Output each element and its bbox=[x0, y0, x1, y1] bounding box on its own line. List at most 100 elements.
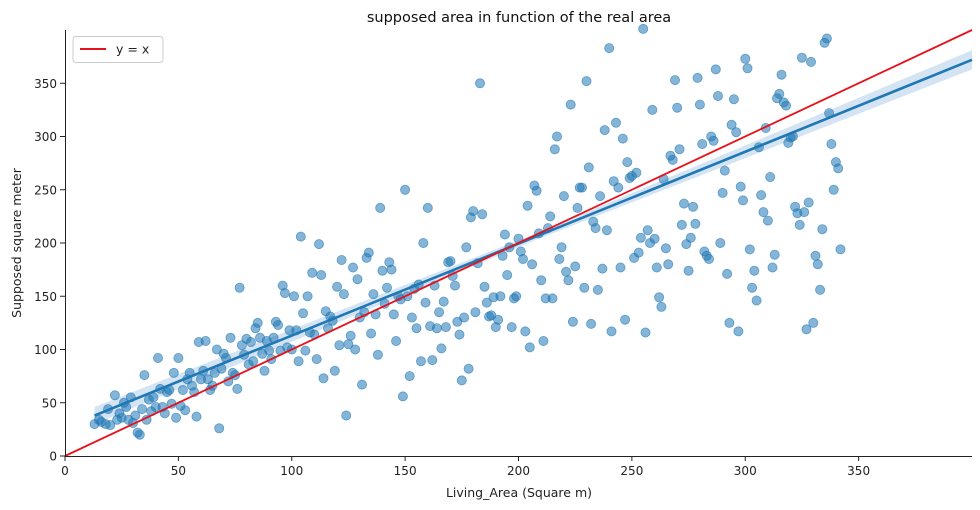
data-point bbox=[474, 78, 485, 89]
data-point bbox=[137, 404, 148, 415]
data-point bbox=[826, 138, 837, 149]
x-tick-label: 50 bbox=[171, 464, 186, 478]
data-point bbox=[468, 206, 479, 217]
data-point bbox=[663, 259, 674, 270]
data-point bbox=[726, 119, 737, 130]
data-point bbox=[640, 327, 651, 338]
data-point bbox=[697, 138, 708, 149]
y-tick-label: 250 bbox=[34, 183, 57, 197]
data-point bbox=[688, 201, 699, 212]
data-point bbox=[817, 224, 828, 235]
data-point bbox=[273, 319, 284, 330]
data-point bbox=[776, 69, 787, 80]
data-point bbox=[415, 356, 426, 367]
data-point bbox=[806, 56, 817, 67]
data-point bbox=[372, 349, 383, 360]
data-point bbox=[631, 167, 642, 178]
data-point bbox=[654, 292, 665, 303]
data-point bbox=[334, 340, 345, 351]
data-point bbox=[454, 329, 465, 340]
data-point bbox=[252, 317, 263, 328]
data-point bbox=[479, 281, 490, 292]
data-point bbox=[554, 253, 565, 264]
data-point bbox=[495, 291, 506, 302]
data-point bbox=[570, 261, 581, 272]
data-point bbox=[456, 375, 467, 386]
data-point bbox=[232, 383, 243, 394]
data-point bbox=[375, 202, 386, 213]
data-point bbox=[690, 218, 701, 229]
data-point bbox=[518, 253, 529, 264]
data-point bbox=[704, 253, 715, 264]
legend-label: y = x bbox=[116, 42, 149, 57]
data-point bbox=[368, 289, 379, 300]
data-point bbox=[377, 265, 388, 276]
data-point bbox=[470, 307, 481, 318]
data-point bbox=[288, 291, 299, 302]
data-point bbox=[436, 343, 447, 354]
data-point bbox=[427, 355, 438, 366]
x-tick-label: 100 bbox=[280, 464, 303, 478]
data-point bbox=[279, 288, 290, 299]
data-point bbox=[318, 373, 329, 384]
data-point bbox=[180, 405, 191, 416]
data-point bbox=[388, 309, 399, 320]
data-point bbox=[812, 259, 823, 270]
data-point bbox=[670, 75, 681, 86]
x-axis-label: Living_Area (Square m) bbox=[446, 485, 592, 500]
data-point bbox=[613, 182, 624, 193]
data-point bbox=[635, 232, 646, 243]
data-point bbox=[683, 265, 694, 276]
data-point bbox=[552, 131, 563, 142]
data-point bbox=[828, 184, 839, 195]
x-tick-label: 0 bbox=[61, 464, 69, 478]
data-point bbox=[620, 314, 631, 325]
data-point bbox=[336, 254, 347, 265]
data-point bbox=[173, 352, 184, 363]
data-point bbox=[674, 144, 685, 155]
data-point bbox=[724, 317, 735, 328]
data-point bbox=[259, 365, 270, 376]
data-point bbox=[438, 296, 449, 307]
data-point bbox=[461, 242, 472, 253]
data-point bbox=[440, 322, 451, 333]
data-point bbox=[545, 211, 556, 222]
fit-lines bbox=[64, 29, 973, 457]
data-point bbox=[794, 219, 805, 230]
data-point bbox=[400, 184, 411, 195]
data-point bbox=[583, 162, 594, 173]
data-point bbox=[633, 247, 644, 258]
data-point bbox=[449, 280, 460, 291]
data-point bbox=[549, 144, 560, 155]
data-point bbox=[740, 53, 751, 64]
data-point bbox=[606, 326, 617, 337]
data-point bbox=[520, 326, 531, 337]
data-point bbox=[567, 316, 578, 327]
x-tick-label: 300 bbox=[734, 464, 757, 478]
data-point bbox=[363, 247, 374, 258]
data-point bbox=[434, 307, 445, 318]
data-point bbox=[762, 215, 773, 226]
data-point bbox=[781, 100, 792, 111]
data-point bbox=[481, 297, 492, 308]
data-point bbox=[248, 356, 259, 367]
data-point bbox=[329, 365, 340, 376]
data-point bbox=[404, 371, 415, 382]
data-point bbox=[679, 198, 690, 209]
data-point bbox=[581, 76, 592, 87]
regression-line bbox=[93, 58, 973, 417]
data-point bbox=[556, 242, 567, 253]
data-point bbox=[713, 91, 724, 102]
data-point bbox=[708, 135, 719, 146]
data-point bbox=[418, 237, 429, 248]
data-point bbox=[391, 335, 402, 346]
data-point bbox=[672, 102, 683, 113]
data-point bbox=[338, 289, 349, 300]
data-point bbox=[595, 191, 606, 202]
data-point bbox=[527, 259, 538, 270]
data-point bbox=[300, 345, 311, 356]
y-tick-label: 100 bbox=[34, 343, 57, 357]
data-point bbox=[821, 33, 832, 44]
data-point bbox=[586, 318, 597, 329]
